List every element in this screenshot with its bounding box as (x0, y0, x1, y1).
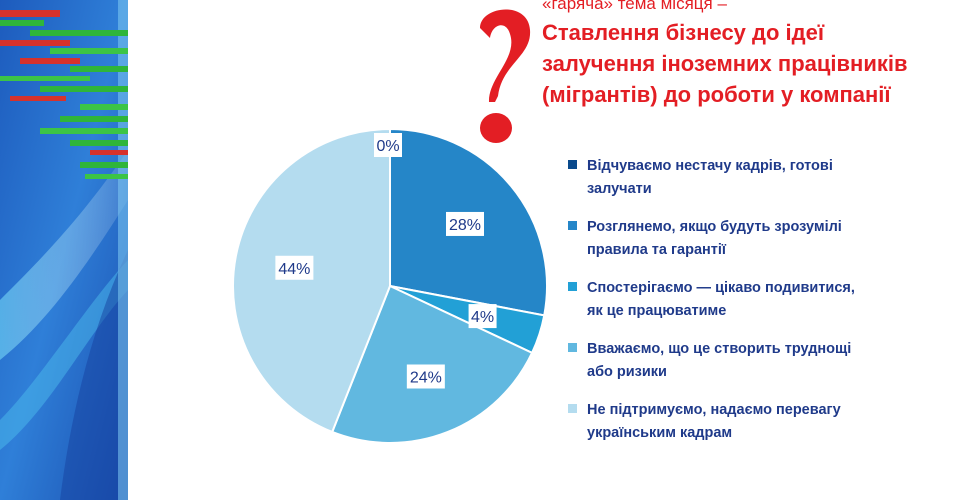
data-label-box (446, 211, 485, 236)
chart-legend: Відчуваємо нестачу кадрів, готові залуча… (568, 155, 948, 460)
legend-swatch (568, 221, 577, 230)
pie-chart: 0% 28% 4% 24% 44% (232, 127, 548, 444)
decorative-side-band (0, 0, 128, 500)
legend-item: Не підтримуємо, надаємо перевагу українс… (568, 399, 948, 445)
title-kicker: «гаряча» тема місяця – (542, 0, 727, 13)
legend-swatch (568, 343, 577, 352)
data-label-text: 0% (376, 138, 399, 155)
title-line: залучення іноземних працівників (542, 51, 908, 76)
data-label-text: 24% (410, 370, 442, 387)
title-line: (мігрантів) до роботи у компанії (542, 82, 891, 107)
data-label-text: 28% (449, 217, 481, 234)
legend-label: Відчуваємо нестачу кадрів, готові залуча… (587, 158, 833, 197)
data-label: 28% (446, 211, 485, 236)
legend-item: Вважаємо, що це створить труднощі або ри… (568, 338, 948, 384)
data-label-box (406, 364, 445, 389)
question-mark-icon (480, 9, 531, 143)
pie-slice (330, 284, 534, 444)
data-label: 44% (275, 255, 314, 280)
pie-slices (232, 127, 548, 444)
legend-swatch (568, 282, 577, 291)
legend-label: Спостерігаємо — цікаво подивитися, як це… (587, 280, 855, 319)
legend-item: Відчуваємо нестачу кадрів, готові залуча… (568, 155, 948, 201)
pie-labels: 0% 28% 4% 24% 44% (275, 133, 497, 389)
legend-item: Спостерігаємо — цікаво подивитися, як це… (568, 277, 948, 323)
pie-slice (232, 127, 391, 434)
legend-swatch (568, 160, 577, 169)
legend-label: Розглянемо, якщо будуть зрозумілі правил… (587, 219, 842, 258)
data-label: 4% (468, 304, 497, 329)
title-line: Ставлення бізнесу до ідеї (542, 20, 825, 45)
data-label-box (374, 133, 402, 157)
legend-label: Не підтримуємо, надаємо перевагу українс… (587, 402, 841, 441)
data-label-box (468, 304, 497, 329)
page-title: Ставлення бізнесу до ідеї залучення іноз… (542, 17, 952, 110)
data-label: 24% (406, 364, 445, 389)
data-label-text: 44% (278, 261, 310, 278)
legend-label: Вважаємо, що це створить труднощі або ри… (587, 341, 852, 380)
legend-swatch (568, 404, 577, 413)
data-label: 0% (374, 133, 402, 157)
legend-item: Розглянемо, якщо будуть зрозумілі правил… (568, 216, 948, 262)
data-label-box (275, 255, 314, 280)
data-label-text: 4% (471, 309, 494, 326)
